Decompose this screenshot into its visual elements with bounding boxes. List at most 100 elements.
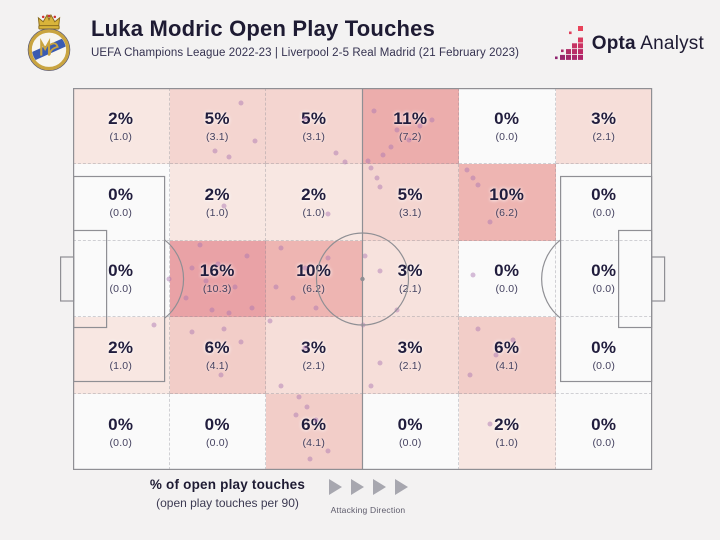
- cell-per90-value: (7.2): [398, 130, 422, 143]
- cell-percentage: 5%: [397, 185, 423, 205]
- heatmap-cell: 5% (3.1): [362, 164, 459, 241]
- heatmap-cell: 0% (0.0): [362, 393, 459, 470]
- cell-per90-value: (4.1): [205, 359, 229, 372]
- legend: % of open play touches (open play touche…: [95, 477, 360, 510]
- right-arrow-icon: [350, 479, 364, 495]
- heatmap-cell: 11% (7.2): [362, 88, 459, 165]
- cell-percentage: 0%: [591, 414, 617, 434]
- cell-percentage: 0%: [494, 108, 520, 128]
- cell-percentage: 5%: [301, 108, 327, 128]
- legend-title: % of open play touches: [149, 477, 306, 492]
- cell-per90-value: (1.0): [109, 130, 133, 143]
- cell-percentage: 2%: [301, 185, 327, 205]
- cell-percentage: 0%: [591, 185, 617, 205]
- attacking-direction-arrows: [322, 479, 414, 495]
- cell-per90-value: (2.1): [592, 130, 616, 143]
- cell-percentage: 0%: [108, 185, 134, 205]
- heatmap-cell: 2% (1.0): [73, 317, 170, 394]
- heatmap-cell: 2% (1.0): [169, 164, 266, 241]
- cell-per90-value: (1.0): [302, 207, 326, 220]
- cell-percentage: 6%: [301, 414, 327, 434]
- real-madrid-crest-icon: [27, 13, 71, 72]
- cell-per90-value: (4.1): [302, 436, 326, 449]
- cell-per90-value: (2.1): [398, 283, 422, 296]
- heatmap-cell: 3% (2.1): [362, 240, 459, 318]
- cell-percentage: 0%: [494, 261, 520, 281]
- cell-per90-value: (0.0): [592, 436, 616, 449]
- cell-percentage: 11%: [393, 108, 428, 128]
- cell-per90-value: (0.0): [109, 207, 133, 220]
- cell-percentage: 10%: [489, 185, 525, 205]
- cell-percentage: 6%: [204, 337, 230, 357]
- cell-per90-value: (1.0): [205, 207, 229, 220]
- heatmap-cell: 2% (1.0): [266, 164, 363, 241]
- cell-percentage: 10%: [296, 261, 332, 281]
- title-block: Luka Modric Open Play Touches UEFA Champ…: [91, 16, 519, 59]
- heatmap-cell: 0% (0.0): [459, 88, 556, 165]
- cell-percentage: 5%: [204, 108, 230, 128]
- cell-percentage: 0%: [204, 414, 230, 434]
- cell-per90-value: (0.0): [592, 207, 616, 220]
- header: Luka Modric Open Play Touches UEFA Champ…: [0, 0, 720, 86]
- cell-percentage: 2%: [494, 414, 520, 434]
- cell-percentage: 0%: [591, 337, 617, 357]
- heatmap-cell: 3% (2.1): [266, 317, 363, 394]
- heatmap-cell: 0% (0.0): [73, 393, 170, 470]
- cell-percentage: 0%: [591, 261, 617, 281]
- cell-per90-value: (6.2): [495, 207, 519, 220]
- cell-per90-value: (0.0): [205, 436, 229, 449]
- cell-per90-value: (10.3): [202, 283, 232, 296]
- heatmap-cell: 16% (10.3): [169, 240, 266, 318]
- heatmap-cell: 10% (6.2): [459, 164, 556, 241]
- heatmap-cell: 2% (1.0): [459, 393, 556, 470]
- cell-percentage: 2%: [108, 337, 134, 357]
- cell-per90-value: (2.1): [302, 359, 326, 372]
- cell-per90-value: (2.1): [398, 359, 422, 372]
- cell-per90-value: (0.0): [495, 283, 519, 296]
- cell-percentage: 2%: [108, 108, 134, 128]
- heatmap-cell: 6% (4.1): [459, 317, 556, 394]
- brand-logo: Opta Analyst: [554, 26, 704, 62]
- opta-squares-icon: [554, 26, 583, 60]
- attacking-direction: Attacking Direction: [322, 479, 414, 515]
- cell-per90-value: (0.0): [109, 283, 133, 296]
- heatmap-cell: 3% (2.1): [362, 317, 459, 394]
- heatmap-cell: 0% (0.0): [169, 393, 266, 470]
- heatmap-cell: 6% (4.1): [266, 393, 363, 470]
- pitch-heatmap: 2% (1.0) 5% (3.1) 5% (3.1) 11% (7.2) 0% (0.0) 3% (2…: [60, 88, 666, 470]
- cell-per90-value: (0.0): [592, 283, 616, 296]
- legend-subtitle: (open play touches per 90): [156, 496, 299, 510]
- heatmap-cell: 0% (0.0): [555, 164, 652, 241]
- cell-per90-value: (0.0): [495, 130, 519, 143]
- cell-percentage: 3%: [397, 337, 423, 357]
- cell-per90-value: (3.1): [398, 207, 422, 220]
- heatmap-cell: 0% (0.0): [459, 240, 556, 318]
- cell-percentage: 16%: [199, 261, 235, 281]
- cell-per90-value: (6.2): [302, 283, 326, 296]
- brand-name-regular: Analyst: [640, 33, 704, 54]
- cell-percentage: 6%: [494, 337, 520, 357]
- cell-per90-value: (0.0): [592, 359, 616, 372]
- cell-percentage: 0%: [108, 414, 134, 434]
- cell-percentage: 2%: [204, 185, 230, 205]
- heatmap-grid: 2% (1.0) 5% (3.1) 5% (3.1) 11% (7.2) 0% (0.0) 3% (2…: [73, 88, 652, 470]
- right-arrow-icon: [394, 479, 408, 495]
- right-arrow-icon: [328, 479, 342, 495]
- brand-name-bold: Opta: [591, 33, 636, 54]
- cell-per90-value: (3.1): [302, 130, 326, 143]
- cell-per90-value: (3.1): [205, 130, 229, 143]
- cell-per90-value: (0.0): [398, 436, 422, 449]
- heatmap-cell: 0% (0.0): [73, 164, 170, 241]
- heatmap-cell: 0% (0.0): [73, 240, 170, 318]
- brand-wordmark: Opta Analyst: [592, 33, 704, 55]
- heatmap-cell: 10% (6.2): [266, 240, 363, 318]
- heatmap-cell: 5% (3.1): [266, 88, 363, 165]
- right-arrow-icon: [372, 479, 386, 495]
- cell-per90-value: (1.0): [109, 359, 133, 372]
- heatmap-cell: 0% (0.0): [555, 240, 652, 318]
- cell-percentage: 0%: [397, 414, 423, 434]
- heatmap-cell: 0% (0.0): [555, 317, 652, 394]
- cell-percentage: 0%: [108, 261, 134, 281]
- heatmap-cell: 0% (0.0): [555, 393, 652, 470]
